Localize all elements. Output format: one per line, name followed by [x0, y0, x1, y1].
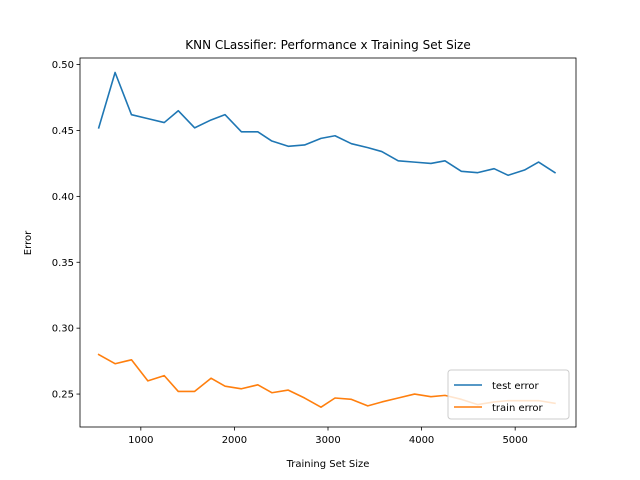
x-tick-label: 3000: [315, 435, 340, 446]
y-tick-label: 0.25: [52, 390, 74, 401]
x-tick-label: 2000: [222, 435, 247, 446]
x-axis-ticks: 1000 2000 3000 4000 5000: [128, 427, 528, 446]
legend-label-train-error: train error: [492, 403, 544, 414]
plot-area: [80, 58, 576, 427]
x-tick-label: 4000: [409, 435, 434, 446]
x-tick-label: 1000: [128, 435, 153, 446]
legend: test error train error: [447, 369, 570, 420]
y-tick-label: 0.40: [52, 192, 74, 203]
x-axis-label: Training Set Size: [286, 459, 370, 470]
x-tick-label: 5000: [502, 435, 527, 446]
chart-title: KNN CLassifier: Performance x Training S…: [185, 38, 471, 52]
y-tick-label: 0.45: [52, 126, 74, 137]
y-tick-label: 0.30: [52, 324, 74, 335]
y-tick-label: 0.50: [52, 60, 74, 71]
series-line-test-error: [97, 71, 557, 177]
y-tick-label: 0.35: [52, 258, 74, 269]
legend-label-test-error: test error: [492, 381, 539, 392]
y-axis-label: Error: [23, 230, 34, 255]
y-axis-ticks: 0.25 0.30 0.35 0.40 0.45 0.50: [52, 60, 80, 401]
